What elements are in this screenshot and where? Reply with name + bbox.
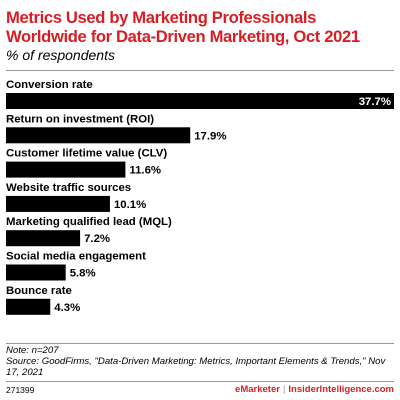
bar (6, 161, 126, 178)
emarketer-brand: eMarketer (235, 384, 280, 395)
category-label: Customer lifetime value (CLV) (6, 148, 167, 160)
footer-divider (6, 381, 394, 382)
value-label: 10.1% (114, 199, 146, 211)
brand-footer: eMarketer | InsiderIntelligence.com (235, 384, 394, 395)
value-label: 7.2% (84, 233, 110, 245)
chart-id: 271399 (6, 385, 35, 395)
category-label: Conversion rate (6, 79, 93, 91)
chart-title: Metrics Used by Marketing Professionals … (6, 8, 360, 46)
category-label: Website traffic sources (6, 182, 131, 194)
insider-intelligence-link[interactable]: InsiderIntelligence.com (288, 384, 394, 395)
category-label: Social media engagement (6, 251, 146, 263)
bar (6, 127, 191, 144)
chart-notes: Note: n=207 Source: GoodFirms, "Data-Dri… (6, 345, 394, 378)
category-label: Marketing qualified lead (MQL) (6, 216, 172, 228)
value-label: 4.3% (54, 302, 80, 314)
brand-separator: | (282, 384, 286, 395)
value-label: 37.7% (359, 96, 391, 108)
value-label: 5.8% (70, 268, 96, 280)
source-text: Source: GoodFirms, "Data-Driven Marketin… (6, 356, 386, 378)
value-label: 11.6% (129, 165, 161, 177)
bar (6, 195, 110, 212)
value-label: 17.9% (194, 130, 226, 142)
bar (6, 264, 66, 281)
category-label: Return on investment (ROI) (6, 113, 154, 125)
bar (6, 298, 51, 315)
bottom-divider (6, 343, 394, 344)
bar (6, 93, 394, 109)
top-divider (6, 70, 394, 71)
bar (6, 230, 81, 247)
category-label: Bounce rate (6, 285, 72, 297)
chart-subtitle: % of respondents (6, 47, 115, 63)
note-text: Note: n=207 (6, 345, 59, 356)
